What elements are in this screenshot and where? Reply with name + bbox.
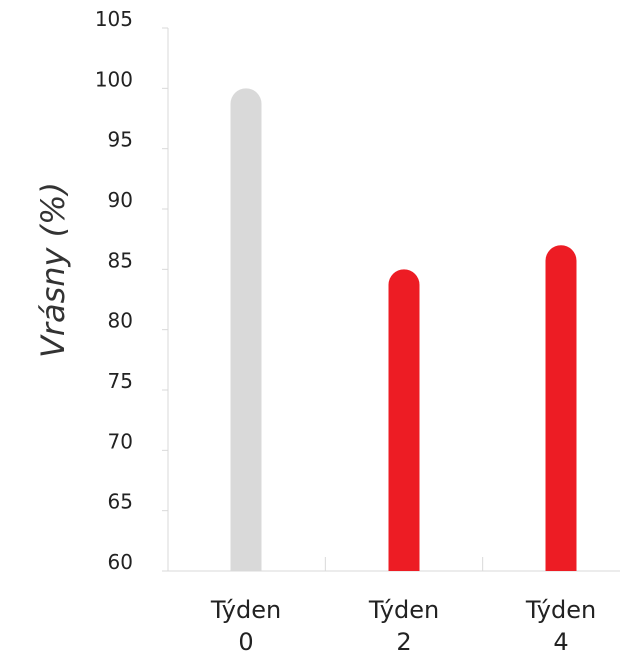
y-tick-label: 105 [95, 7, 133, 31]
x-category-label: Týden [368, 596, 439, 624]
bars [230, 88, 577, 572]
y-tick-label: 90 [108, 188, 133, 212]
x-category-label: 0 [238, 628, 253, 653]
y-tick-label: 80 [108, 309, 133, 333]
y-tick-label: 75 [108, 369, 133, 393]
y-tick-label: 95 [108, 128, 133, 152]
bar-1 [388, 269, 420, 571]
x-category-label: 2 [396, 628, 411, 653]
x-category-label: 4 [553, 628, 568, 653]
x-category-label: Týden [210, 596, 281, 624]
y-tick-label: 100 [95, 67, 133, 91]
category-labels: Týden 0 Týden 2 Týden 4 [210, 596, 596, 653]
y-tick-label: 85 [108, 248, 133, 272]
y-tick-label: 60 [108, 550, 133, 574]
y-tick-label: 65 [108, 490, 133, 514]
x-category-label: Týden [525, 596, 596, 624]
bar-0 [230, 88, 262, 572]
y-axis-title: Vrásny (%) [34, 182, 72, 358]
bar-2 [545, 245, 577, 571]
y-axis: 60 65 70 75 80 85 90 95 100 105 [95, 7, 169, 574]
y-tick-label: 70 [108, 429, 133, 453]
